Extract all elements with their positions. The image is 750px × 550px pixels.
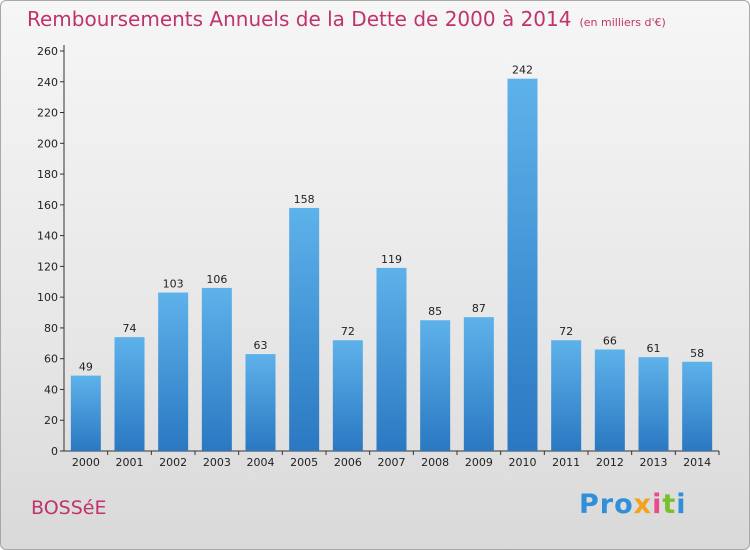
x-tick-label-2005: 2005: [290, 456, 318, 469]
y-tick-label: 120: [37, 260, 58, 273]
bar-2005: [289, 207, 320, 451]
bar-2009: [463, 317, 494, 451]
value-label-2012: 66: [603, 334, 617, 347]
y-tick-label: 180: [37, 168, 58, 181]
y-tick-label: 100: [37, 291, 58, 304]
x-tick-label-2001: 2001: [116, 456, 144, 469]
x-tick-label-2007: 2007: [378, 456, 406, 469]
chart-unit: (en milliers d'€): [579, 16, 666, 29]
value-label-2014: 58: [690, 347, 704, 360]
bar-2008: [420, 320, 451, 451]
place-name: BOSSéE: [31, 497, 107, 519]
x-tick-labels: 2000 2001 2002 2003 2004 2005 2006 2007 2008 2009…: [72, 456, 711, 469]
x-tick-label-2009: 2009: [465, 456, 493, 469]
bar-2014: [682, 361, 713, 451]
value-label-2008: 85: [428, 305, 442, 318]
value-label-2006: 72: [341, 325, 355, 338]
y-tick-label: 60: [44, 353, 58, 366]
x-tick-label-2003: 2003: [203, 456, 231, 469]
y-tick-label: 200: [37, 137, 58, 150]
bar-2006: [332, 340, 363, 451]
value-label-2005: 158: [294, 193, 315, 206]
logo-part-5: i: [676, 489, 687, 520]
chart-title-text: Remboursements Annuels de la Dette de 20…: [27, 7, 572, 31]
x-tick-label-2013: 2013: [640, 456, 668, 469]
value-label-2011: 72: [559, 325, 573, 338]
y-tick-label: 40: [44, 383, 58, 396]
y-tick-label: 260: [37, 45, 58, 58]
x-tick-label-2004: 2004: [247, 456, 275, 469]
bar-2010: [507, 78, 538, 451]
bar-2000: [70, 375, 101, 451]
chart-bars: [70, 78, 713, 451]
bar-2001: [114, 337, 145, 451]
value-label-2003: 106: [206, 273, 227, 286]
value-label-2000: 49: [79, 361, 93, 374]
logo-part-1: Pro: [579, 489, 634, 520]
value-label-2001: 74: [123, 322, 137, 335]
bar-2002: [158, 292, 189, 451]
logo-part-4: t: [662, 489, 677, 520]
bar-2013: [638, 357, 669, 451]
y-tick-label: 220: [37, 107, 58, 120]
chart-title: Remboursements Annuels de la Dette de 20…: [27, 7, 666, 31]
proxiti-logo: Proxiti: [579, 489, 687, 520]
bar-2003: [201, 287, 232, 451]
y-tick-label: 20: [44, 414, 58, 427]
y-tick-label: 140: [37, 230, 58, 243]
x-tick-label-2002: 2002: [159, 456, 187, 469]
x-tick-label-2010: 2010: [509, 456, 537, 469]
bar-2011: [551, 340, 582, 451]
x-tick-label-2006: 2006: [334, 456, 362, 469]
bar-2007: [376, 267, 407, 451]
value-label-2010: 242: [512, 64, 533, 77]
x-tick-label-2011: 2011: [552, 456, 580, 469]
value-label-2009: 87: [472, 302, 486, 315]
y-tick-label: 160: [37, 199, 58, 212]
x-tick-label-2008: 2008: [421, 456, 449, 469]
y-tick-label: 80: [44, 322, 58, 335]
logo-part-2: x: [633, 489, 653, 520]
value-label-2007: 119: [381, 253, 402, 266]
value-label-2013: 61: [647, 342, 661, 355]
y-tick-label: 240: [37, 76, 58, 89]
y-tick-label: 0: [51, 445, 58, 458]
logo-part-3: i: [652, 489, 663, 520]
value-labels: 49 74 103 106 63 158 72 119 85 87 242 72 66 61 58: [79, 64, 704, 374]
y-tick-labels: 0 20 40 60 80 100 120 140 160 180 200 220 240 260: [37, 45, 58, 458]
value-label-2002: 103: [163, 278, 184, 291]
x-tick-label-2014: 2014: [683, 456, 711, 469]
value-label-2004: 63: [254, 339, 268, 352]
bar-2012: [594, 349, 625, 451]
x-tick-label-2012: 2012: [596, 456, 624, 469]
x-tick-label-2000: 2000: [72, 456, 100, 469]
bar-2004: [245, 354, 276, 451]
